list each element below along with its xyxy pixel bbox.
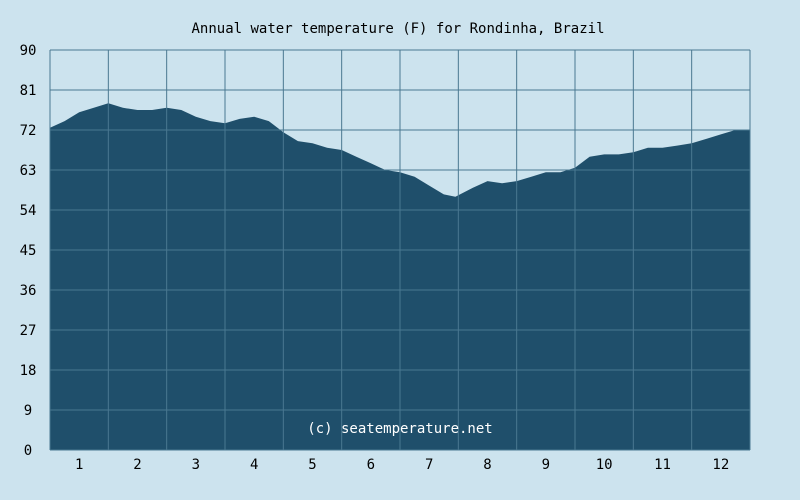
x-tick-label: 6 [367, 457, 375, 473]
x-tick-label: 11 [654, 457, 671, 473]
y-tick-label: 45 [20, 243, 37, 259]
y-axis: 0 9 18 27 36 45 54 63 72 81 90 [20, 43, 37, 459]
credit-annotation: (c) seatemperature.net [307, 421, 492, 437]
x-axis: 1 2 3 4 5 6 7 8 9 10 11 12 [75, 457, 729, 473]
y-tick-label: 36 [20, 283, 37, 299]
y-tick-label: 81 [20, 83, 37, 99]
x-tick-label: 9 [542, 457, 550, 473]
x-tick-label: 10 [596, 457, 613, 473]
x-tick-label: 7 [425, 457, 433, 473]
x-tick-label: 3 [192, 457, 200, 473]
y-tick-label: 27 [20, 323, 37, 339]
y-tick-label: 54 [20, 203, 37, 219]
y-tick-label: 18 [20, 363, 37, 379]
y-tick-label: 63 [20, 163, 37, 179]
x-tick-label: 8 [483, 457, 491, 473]
y-tick-label: 9 [24, 403, 32, 419]
x-tick-label: 2 [133, 457, 141, 473]
x-tick-label: 1 [75, 457, 83, 473]
x-tick-label: 5 [308, 457, 316, 473]
y-tick-label: 90 [20, 43, 37, 59]
x-tick-label: 4 [250, 457, 258, 473]
y-tick-label: 72 [20, 123, 37, 139]
grid-layer [49, 49, 751, 451]
chart-title: Annual water temperature (F) for Rondinh… [191, 21, 604, 37]
y-tick-label: 0 [24, 443, 32, 459]
x-tick-label: 12 [712, 457, 729, 473]
